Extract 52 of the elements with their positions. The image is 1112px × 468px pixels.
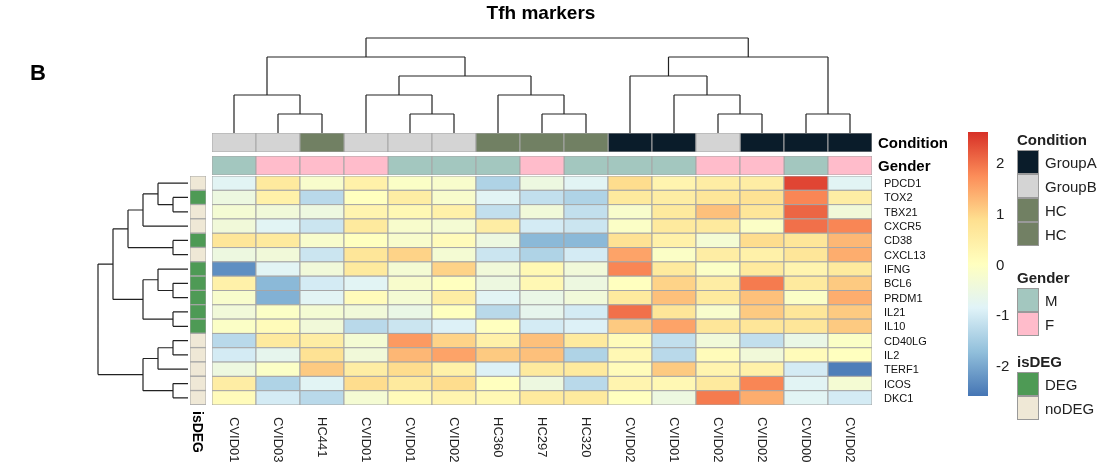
- y-tick-label: IL21: [884, 305, 906, 318]
- color-bar-label: -1: [996, 306, 1010, 324]
- y-tick-label: ICOS: [884, 377, 911, 390]
- y-tick-label: BCL6: [884, 277, 912, 290]
- y-tick-label: IL10: [884, 320, 906, 333]
- y-tick-label: DKC1: [884, 391, 914, 404]
- legend-title: Gender: [1017, 268, 1070, 288]
- x-tick-label: HC297: [534, 417, 550, 458]
- legend-title: isDEG: [1017, 352, 1063, 372]
- y-tick-label: TERF1: [884, 363, 919, 376]
- x-tick-label: HC360: [490, 417, 506, 458]
- text: isDEG: [189, 411, 207, 454]
- y-tick-label: PRDM1: [884, 291, 923, 304]
- legend-label: HC: [1045, 201, 1067, 219]
- y-tick-label: IFNG: [884, 263, 911, 276]
- y-axis-title: Gender: [878, 155, 931, 176]
- legend-label: DEG: [1045, 375, 1078, 393]
- x-tick-label: CVID01: [402, 417, 418, 463]
- x-tick-label: CVID01: [358, 417, 374, 463]
- y-tick-label: TBX21: [884, 205, 918, 218]
- legend-label: GroupB: [1045, 177, 1097, 195]
- color-bar-label: 0: [996, 255, 1005, 273]
- y-tick-label: CD38: [884, 234, 913, 247]
- x-tick-label: CVID02: [842, 417, 858, 463]
- legend-label: HC: [1045, 225, 1067, 243]
- x-tick-label: CVID02: [622, 417, 638, 463]
- x-tick-label: HC320: [578, 417, 594, 458]
- legend-title: Condition: [1017, 130, 1088, 150]
- y-tick-label: CXCL13: [884, 248, 926, 261]
- text: B: [30, 60, 46, 86]
- y-tick-label: TOX2: [884, 191, 913, 204]
- chart-title: Tfh markers: [485, 2, 597, 24]
- legend-label: M: [1045, 291, 1058, 309]
- y-tick-label: IL2: [884, 348, 900, 361]
- x-tick-label: CVID01: [666, 417, 682, 463]
- x-tick-label: HC441: [314, 417, 330, 458]
- legend-label: F: [1045, 315, 1055, 333]
- color-bar-label: 1: [996, 204, 1005, 222]
- x-tick-label: CVID02: [754, 417, 770, 463]
- x-tick-label: CVID02: [710, 417, 726, 463]
- color-bar-label: -2: [996, 357, 1010, 375]
- x-tick-label: CVID03: [270, 417, 286, 463]
- x-tick-label: CVID02: [446, 417, 462, 463]
- y-tick-label: PDCD1: [884, 177, 922, 190]
- y-tick-label: CD40LG: [884, 334, 927, 347]
- color-bar-label: 2: [996, 153, 1005, 171]
- x-tick-label: CVID00: [798, 417, 814, 463]
- legend-label: GroupA: [1045, 153, 1097, 171]
- x-tick-label: CVID01: [226, 417, 242, 463]
- y-tick-label: CXCR5: [884, 220, 922, 233]
- y-axis-title: Condition: [878, 132, 948, 153]
- legend-label: noDEG: [1045, 399, 1095, 417]
